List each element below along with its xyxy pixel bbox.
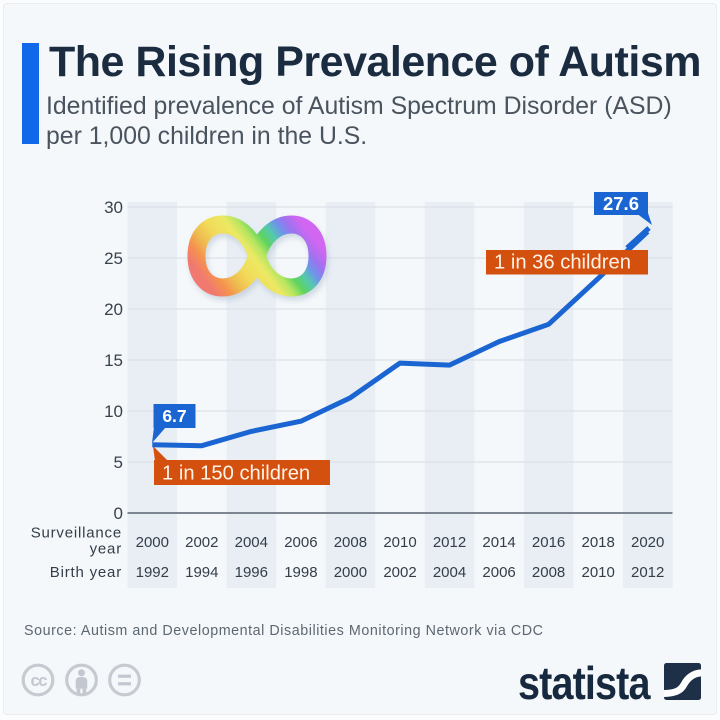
svg-text:2006: 2006 — [482, 564, 515, 581]
svg-text:2018: 2018 — [582, 534, 615, 551]
svg-text:2004: 2004 — [235, 534, 268, 551]
svg-text:2008: 2008 — [334, 534, 367, 551]
svg-text:27.6: 27.6 — [603, 193, 639, 214]
svg-text:2012: 2012 — [631, 564, 664, 581]
svg-text:2020: 2020 — [631, 534, 664, 551]
svg-text:Birth year: Birth year — [50, 564, 122, 581]
svg-text:1992: 1992 — [136, 564, 169, 581]
svg-text:2012: 2012 — [433, 534, 466, 551]
svg-text:2010: 2010 — [582, 564, 615, 581]
svg-text:1994: 1994 — [185, 564, 218, 581]
svg-text:5: 5 — [114, 453, 123, 472]
svg-text:25: 25 — [104, 249, 123, 268]
svg-text:1996: 1996 — [235, 564, 268, 581]
svg-text:2014: 2014 — [482, 534, 515, 551]
svg-text:6.7: 6.7 — [162, 406, 186, 426]
svg-text:0: 0 — [114, 504, 123, 523]
svg-text:15: 15 — [104, 351, 123, 370]
svg-text:2006: 2006 — [284, 534, 317, 551]
svg-text:1 in 150 children: 1 in 150 children — [162, 463, 310, 485]
svg-text:1998: 1998 — [284, 564, 317, 581]
svg-text:Surveillance: Surveillance — [31, 525, 122, 542]
svg-text:2002: 2002 — [185, 534, 218, 551]
svg-text:2004: 2004 — [433, 564, 466, 581]
svg-text:2000: 2000 — [136, 534, 169, 551]
svg-text:2002: 2002 — [383, 564, 416, 581]
svg-text:2000: 2000 — [334, 564, 367, 581]
svg-text:cc: cc — [31, 672, 48, 690]
svg-text:20: 20 — [104, 300, 123, 319]
svg-text:2010: 2010 — [383, 534, 416, 551]
svg-text:2016: 2016 — [532, 534, 565, 551]
svg-text:30: 30 — [104, 198, 123, 217]
svg-text:2008: 2008 — [532, 564, 565, 581]
svg-text:1 in 36 children: 1 in 36 children — [494, 252, 631, 274]
svg-text:10: 10 — [104, 402, 123, 421]
svg-text:year: year — [90, 541, 122, 558]
